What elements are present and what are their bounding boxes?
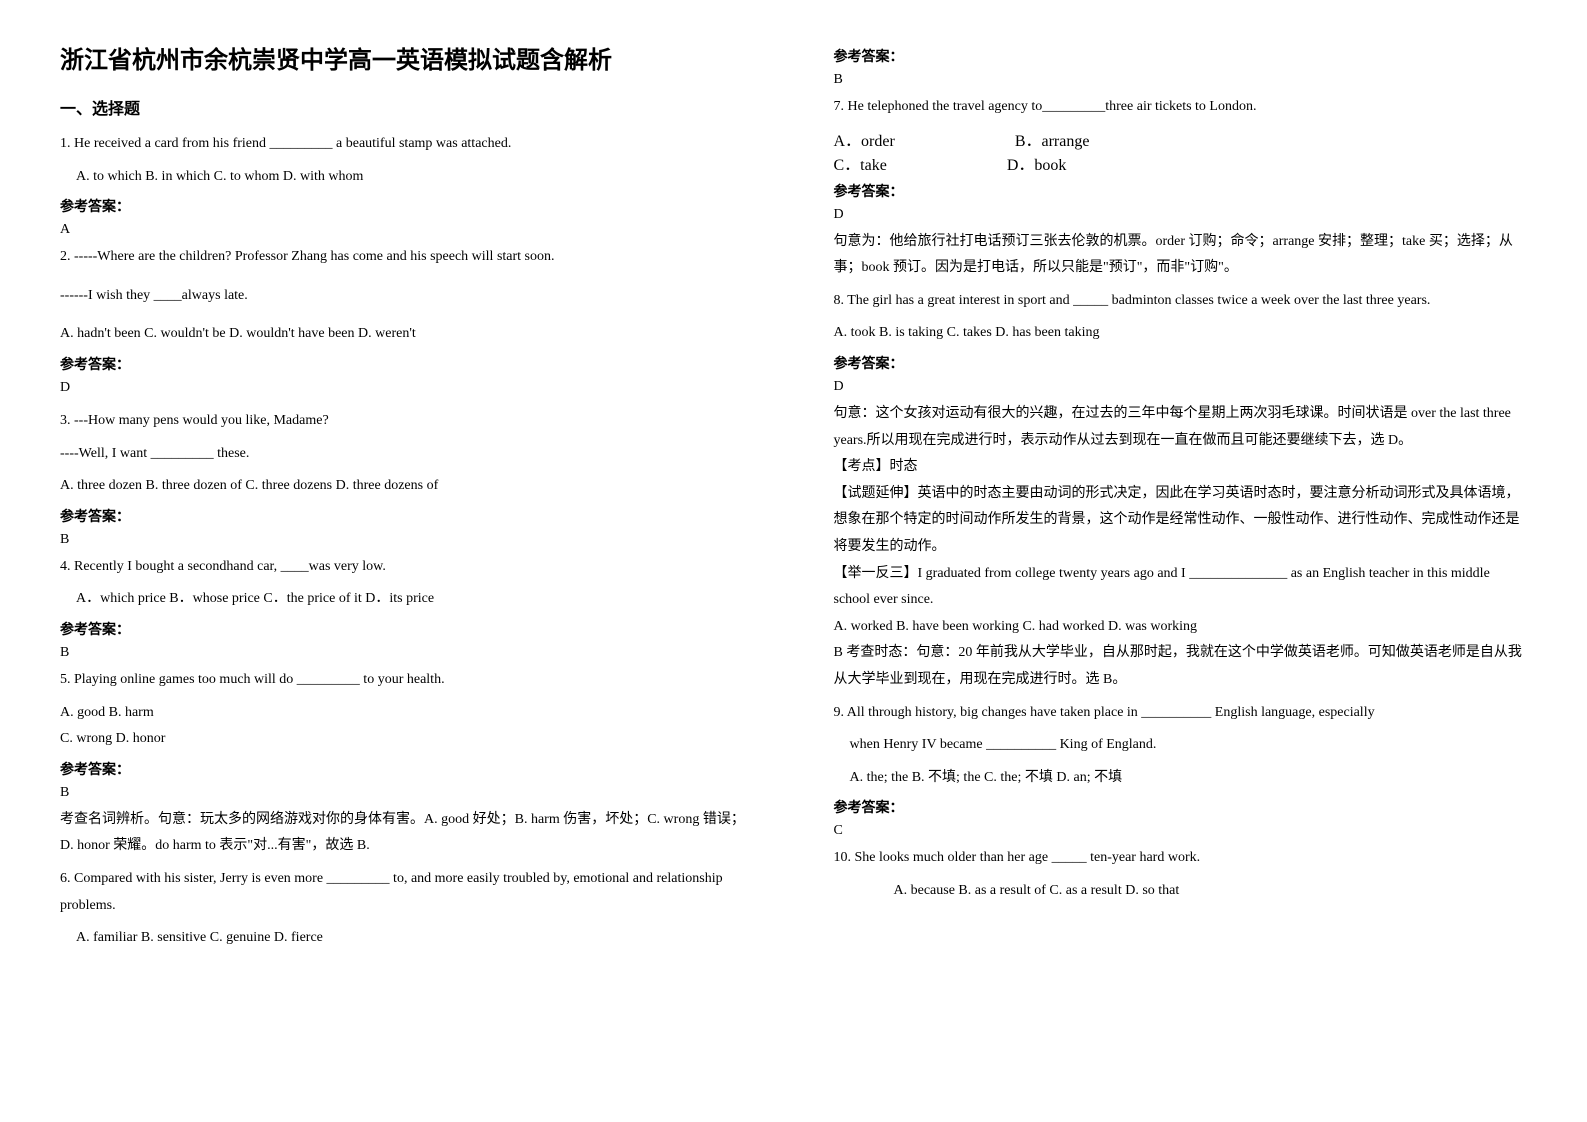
answer-label: 参考答案： [60, 354, 754, 374]
left-column: 浙江省杭州市余杭崇贤中学高一英语模拟试题含解析 一、选择题 1. He rece… [60, 40, 754, 952]
question-1-answer: A [60, 222, 754, 238]
question-3-options: A. three dozen B. three dozen of C. thre… [60, 473, 754, 500]
question-5-answer: B [60, 785, 754, 801]
question-2-line2: ------I wish they ____always late. [60, 283, 754, 310]
question-8-exp6: B 考查时态：句意：20 年前我从大学毕业，自从那时起，我就在这个中学做英语老师… [834, 640, 1528, 693]
answer-label: 参考答案： [834, 797, 1528, 817]
page-title: 浙江省杭州市余杭崇贤中学高一英语模拟试题含解析 [60, 40, 754, 75]
question-1: 1. He received a card from his friend __… [60, 131, 754, 158]
question-8-exp5: A. worked B. have been working C. had wo… [834, 614, 1528, 641]
question-4-options: A．which price B．whose price C．the price … [60, 586, 754, 613]
question-5: 5. Playing online games too much will do… [60, 667, 754, 694]
question-8-exp1: 句意：这个女孩对运动有很大的兴趣，在过去的三年中每个星期上两次羽毛球课。时间状语… [834, 401, 1528, 454]
question-9-options: A. the; the B. 不填; the C. the; 不填 D. an;… [834, 765, 1528, 792]
question-5-options-c: C. wrong D. honor [60, 726, 754, 753]
question-8-exp2: 【考点】时态 [834, 454, 1528, 481]
section-header: 一、选择题 [60, 95, 754, 119]
question-4-answer: B [60, 645, 754, 661]
question-3-answer: B [60, 532, 754, 548]
question-7-explanation: 句意为：他给旅行社打电话预订三张去伦敦的机票。order 订购；命令；arran… [834, 229, 1528, 282]
question-2-options: A. hadn't been C. wouldn't be D. wouldn'… [60, 321, 754, 348]
question-6: 6. Compared with his sister, Jerry is ev… [60, 866, 754, 919]
question-7: 7. He telephoned the travel agency to___… [834, 94, 1528, 121]
answer-label: 参考答案： [60, 759, 754, 779]
q7-opt-b: B．arrange [1015, 127, 1090, 151]
question-8: 8. The girl has a great interest in spor… [834, 288, 1528, 315]
answer-label: 参考答案： [834, 181, 1528, 201]
question-5-options-a: A. good B. harm [60, 700, 754, 727]
answer-label: 参考答案： [60, 196, 754, 216]
question-6-answer: B [834, 72, 1528, 88]
answer-label: 参考答案： [834, 46, 1528, 66]
question-10: 10. She looks much older than her age __… [834, 845, 1528, 872]
question-9-answer: C [834, 823, 1528, 839]
question-7-answer: D [834, 207, 1528, 223]
question-10-options: A. because B. as a result of C. as a res… [834, 878, 1528, 905]
question-2-line1: 2. -----Where are the children? Professo… [60, 244, 754, 271]
right-column: 参考答案： B 7. He telephoned the travel agen… [834, 40, 1528, 952]
q7-opt-a: A．order [834, 127, 895, 151]
question-1-options: A. to which B. in which C. to whom D. wi… [60, 164, 754, 191]
q7-opt-c: C．take [834, 151, 887, 175]
question-9-line2: when Henry IV became __________ King of … [834, 732, 1528, 759]
question-8-exp4: 【举一反三】I graduated from college twenty ye… [834, 561, 1528, 614]
question-2-answer: D [60, 380, 754, 396]
question-7-row1: A．order B．arrange [834, 127, 1528, 151]
question-3-line1: 3. ---How many pens would you like, Mada… [60, 408, 754, 435]
question-6-options: A. familiar B. sensitive C. genuine D. f… [60, 925, 754, 952]
question-9-line1: 9. All through history, big changes have… [834, 700, 1528, 727]
answer-label: 参考答案： [60, 506, 754, 526]
question-8-exp3: 【试题延伸】英语中的时态主要由动词的形式决定，因此在学习英语时态时，要注意分析动… [834, 481, 1528, 561]
answer-label: 参考答案： [834, 353, 1528, 373]
q7-opt-d: D．book [1007, 151, 1067, 175]
answer-label: 参考答案： [60, 619, 754, 639]
question-8-answer: D [834, 379, 1528, 395]
question-8-options: A. took B. is taking C. takes D. has bee… [834, 320, 1528, 347]
question-5-explanation: 考查名词辨析。句意：玩太多的网络游戏对你的身体有害。A. good 好处；B. … [60, 807, 754, 860]
question-3-line2: ----Well, I want _________ these. [60, 441, 754, 468]
question-7-row2: C．take D．book [834, 151, 1528, 175]
question-4: 4. Recently I bought a secondhand car, _… [60, 554, 754, 581]
